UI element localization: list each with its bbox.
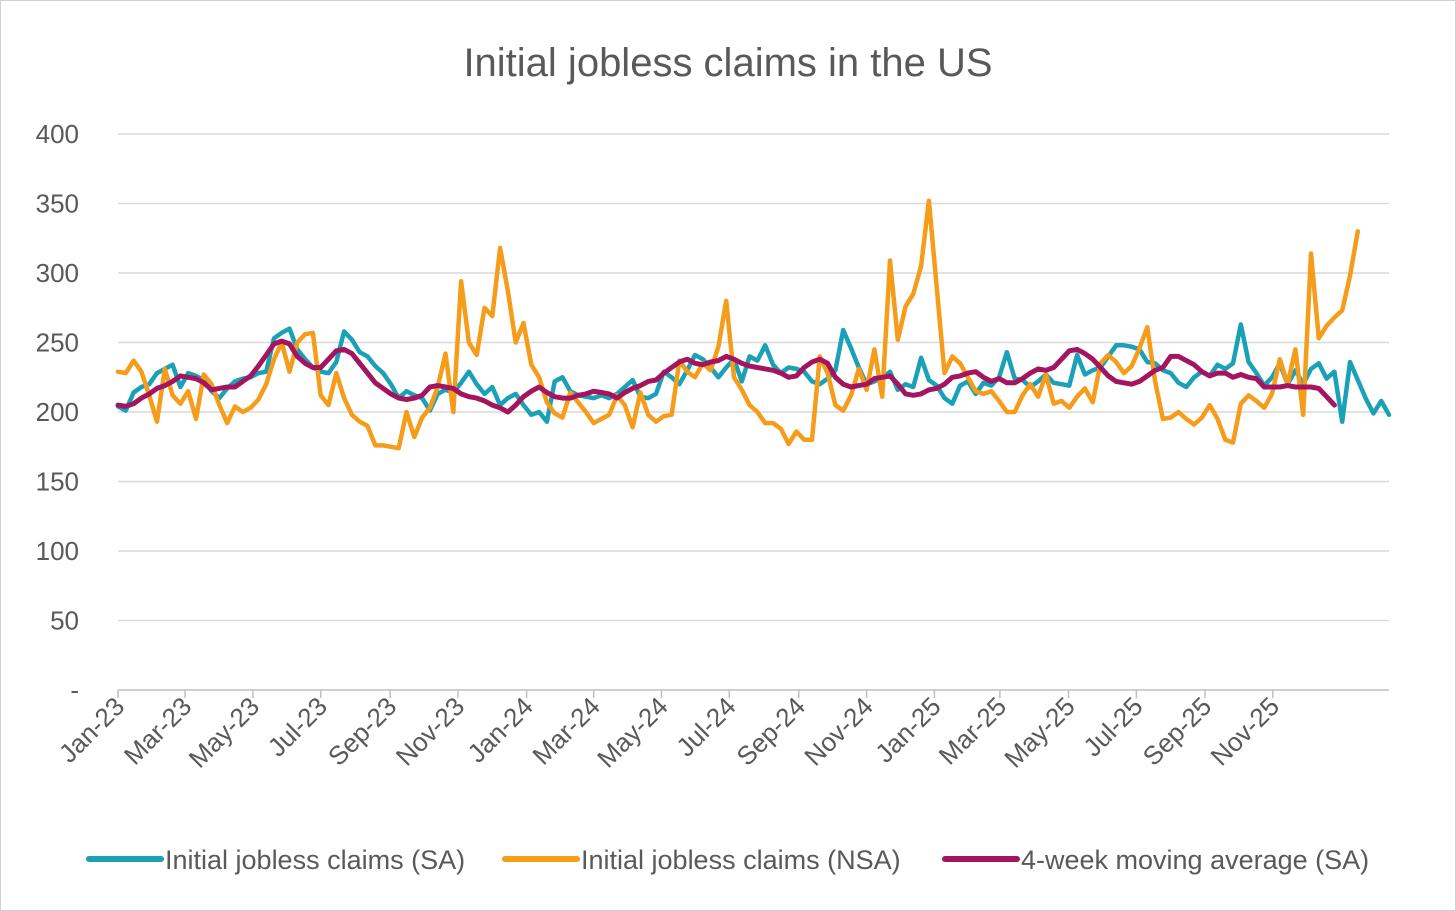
series-line-moving-average xyxy=(115,338,1337,415)
legend-label-moving-average: 4-week moving average (SA) xyxy=(1021,845,1369,875)
x-tick-label: Nov-25 xyxy=(1205,691,1285,771)
x-tick-label: May-24 xyxy=(591,691,674,774)
x-tick-label: Mar-24 xyxy=(526,691,605,770)
x-axis: Jan-23Mar-23May-23Jul-23Sep-23Nov-23Jan-… xyxy=(53,689,1389,774)
x-tick-label: Sep-25 xyxy=(1137,691,1217,771)
y-tick-label: 400 xyxy=(36,119,79,149)
x-tick-label: Mar-25 xyxy=(933,691,1012,770)
x-tick-label: May-23 xyxy=(183,691,266,774)
legend: Initial jobless claims (SA) Initial joble… xyxy=(86,845,1369,875)
x-tick-label: Mar-23 xyxy=(118,691,197,770)
y-tick-label: 250 xyxy=(36,328,79,358)
x-tick-label: Jan-23 xyxy=(53,691,130,768)
y-tick-label: - xyxy=(70,675,79,705)
x-tick-label: Sep-24 xyxy=(730,691,810,771)
y-tick-label: 350 xyxy=(36,189,79,219)
y-tick-label: 50 xyxy=(50,606,79,636)
x-tick-label: Nov-24 xyxy=(798,691,878,771)
x-tick-label: Nov-23 xyxy=(390,691,470,771)
x-tick-label: Sep-23 xyxy=(322,691,402,771)
legend-label-sa: Initial jobless claims (SA) xyxy=(165,845,465,875)
series-line-nsa xyxy=(115,198,1361,451)
y-gridlines xyxy=(118,133,1389,622)
y-tick-label: 150 xyxy=(36,467,79,497)
legend-label-nsa: Initial jobless claims (NSA) xyxy=(581,845,901,875)
series-line-sa xyxy=(115,322,1392,424)
y-tick-label: 100 xyxy=(36,536,79,566)
y-tick-label: 200 xyxy=(36,397,79,427)
y-axis-ticks: - 50 100 150 200 250 300 350 400 xyxy=(36,119,79,705)
x-tick-label: Jan-25 xyxy=(869,691,946,768)
y-tick-label: 300 xyxy=(36,258,79,288)
x-tick-label: May-25 xyxy=(998,691,1081,774)
x-tick-label: Jan-24 xyxy=(461,691,538,768)
data-series xyxy=(115,198,1392,451)
chart-title: Initial jobless claims in the US xyxy=(463,41,992,85)
